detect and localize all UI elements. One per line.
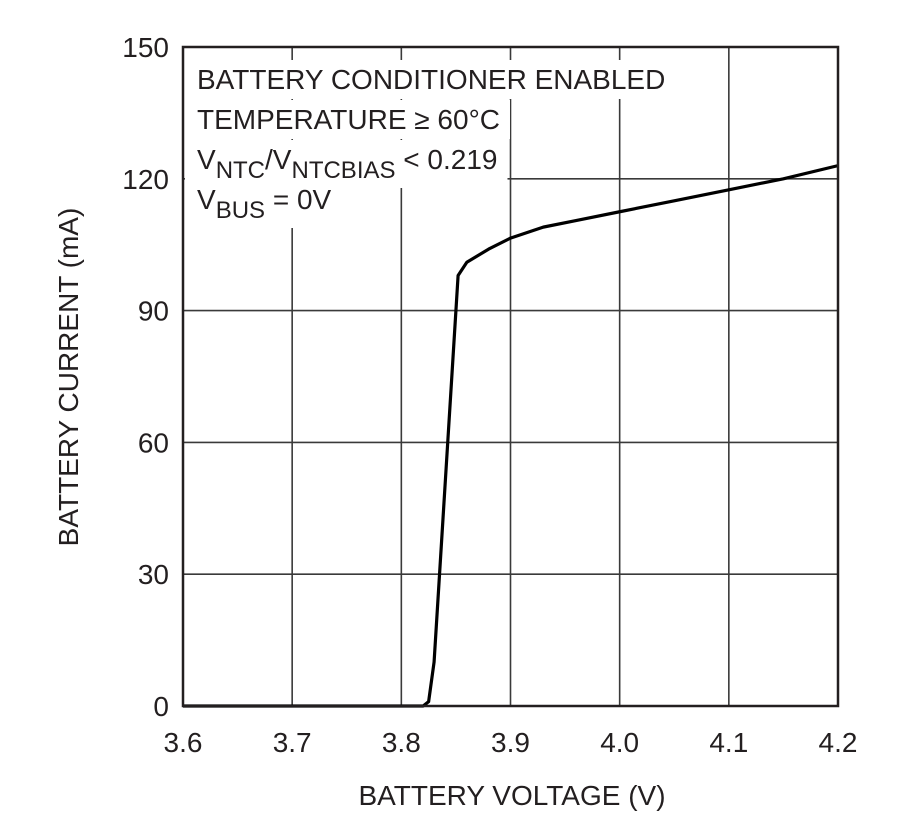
- annotation-line: VBUS = 0V: [197, 184, 332, 224]
- annotation-line: TEMPERATURE ≥ 60°C: [197, 104, 500, 135]
- annotation-subscript: BUS: [216, 197, 265, 224]
- annotation-background: [185, 100, 510, 139]
- x-tick-label: 3.9: [491, 727, 530, 758]
- y-tick-label: 90: [138, 296, 169, 327]
- plot-frame: [181, 45, 840, 708]
- x-tick-label: 3.6: [164, 727, 203, 758]
- x-tick-label: 4.0: [600, 727, 639, 758]
- annotation-text: /V: [265, 144, 292, 175]
- annotation-text: = 0V: [265, 184, 331, 215]
- y-tick-label: 120: [122, 164, 169, 195]
- x-tick-label: 3.8: [382, 727, 421, 758]
- y-axis-label: BATTERY CURRENT (mA): [53, 208, 84, 547]
- annotation-text: V: [197, 144, 216, 175]
- x-tick-label: 4.1: [709, 727, 748, 758]
- marks: [183, 164, 839, 708]
- annotation-text: V: [197, 184, 216, 215]
- annotation: BATTERY CONDITIONER ENABLED TEMPERATURE ≥…: [185, 60, 676, 228]
- annotation-line: BATTERY CONDITIONER ENABLED: [197, 64, 665, 95]
- annotation-text: TEMPERATURE ≥ 60°C: [197, 104, 500, 135]
- annotation-background: [185, 140, 508, 188]
- annotation-text: < 0.219: [396, 144, 498, 175]
- x-tick-label: 3.7: [273, 727, 312, 758]
- annotation-subscript: NTC: [216, 157, 265, 184]
- x-axis-label: BATTERY VOLTAGE (V): [358, 780, 665, 811]
- annotation-background: [185, 60, 676, 99]
- x-tick-label: 4.2: [819, 727, 858, 758]
- y-tick-label: 0: [153, 691, 169, 722]
- data-line: [183, 164, 839, 708]
- y-tick-label: 30: [138, 559, 169, 590]
- y-tick-label: 60: [138, 427, 169, 458]
- annotation-text: BATTERY CONDITIONER ENABLED: [197, 64, 665, 95]
- annotation-subscript: NTCBIAS: [291, 157, 395, 184]
- annotation-line: VNTC/VNTCBIAS < 0.219: [197, 144, 497, 184]
- y-tick-label: 150: [122, 32, 169, 63]
